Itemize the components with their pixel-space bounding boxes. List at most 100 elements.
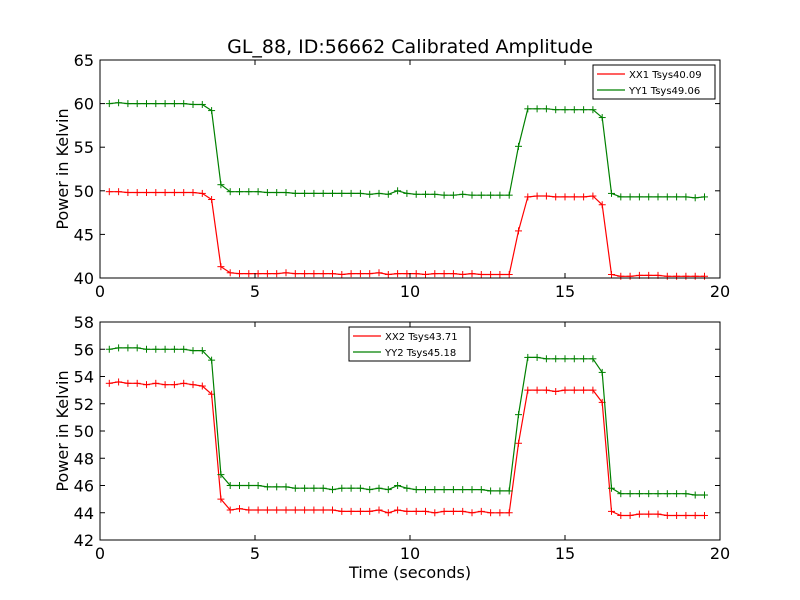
bottom-data-point	[552, 355, 560, 363]
bottom-data-point	[310, 506, 318, 514]
top-data-point	[422, 271, 429, 279]
top-data-point	[347, 189, 355, 197]
top-data-point	[552, 193, 560, 201]
top-data-point	[384, 190, 392, 198]
bottom-series-line-1	[109, 347, 705, 496]
top-data-point	[440, 191, 448, 199]
bottom-data-point	[170, 381, 178, 389]
bottom-data-point	[217, 495, 225, 503]
top-data-point	[124, 100, 132, 108]
top-data-point	[412, 190, 420, 198]
top-data-point	[180, 189, 188, 197]
top-data-point	[542, 192, 550, 200]
top-data-point	[431, 270, 439, 278]
bottom-data-point	[273, 506, 281, 514]
top-chart-axes: 0 5 10 15 20 40 45 50 55 60 65	[74, 51, 731, 301]
top-data-point	[124, 189, 132, 197]
bottom-data-point	[356, 507, 364, 515]
bottom-data-point	[245, 506, 253, 514]
bottom-data-point	[161, 345, 169, 353]
bottom-data-point	[645, 490, 653, 498]
bottom-data-point	[626, 490, 634, 498]
bottom-data-point	[152, 345, 160, 353]
bottom-data-point	[505, 487, 513, 495]
top-data-point	[236, 270, 243, 278]
bottom-data-point	[403, 484, 411, 492]
bottom-data-point	[487, 509, 495, 517]
top-data-point	[310, 270, 318, 278]
bottom-legend-label-yy2: YY2 Tsys45.18	[384, 348, 456, 359]
bottom-data-point	[161, 381, 169, 389]
bottom-data-point	[617, 511, 625, 519]
top-data-point	[449, 191, 457, 199]
top-data-point	[589, 106, 597, 114]
bottom-data-point	[301, 506, 309, 514]
bottom-data-point	[449, 486, 457, 494]
top-data-point	[273, 270, 281, 278]
top-data-point	[198, 189, 206, 197]
top-data-point	[366, 270, 374, 278]
top-data-point	[319, 270, 327, 278]
top-y-axis-label: Power in Kelvin	[53, 108, 72, 229]
bottom-data-point	[375, 484, 383, 492]
bottom-x-tick-label: 20	[710, 544, 730, 563]
bottom-data-point	[617, 490, 625, 498]
bottom-data-point	[254, 506, 262, 514]
top-legend-label-xx1: XX1 Tsys40.09	[629, 70, 702, 81]
bottom-data-point	[170, 345, 178, 353]
bottom-data-point	[375, 506, 383, 514]
bottom-data-point	[198, 382, 206, 390]
bottom-data-point	[682, 511, 690, 519]
top-data-point	[645, 193, 653, 201]
top-data-point	[561, 106, 569, 114]
top-y-tick-label: 65	[74, 51, 94, 70]
bottom-data-point	[180, 379, 188, 387]
top-data-point	[487, 191, 495, 199]
bottom-data-point	[515, 439, 522, 447]
bottom-legend-box	[348, 326, 471, 362]
bottom-data-point	[533, 386, 541, 394]
top-data-point	[682, 193, 690, 201]
bottom-data-point	[570, 386, 578, 394]
top-data-point	[691, 272, 699, 280]
bottom-data-point	[487, 487, 495, 495]
bottom-data-point	[384, 486, 392, 494]
bottom-data-point	[654, 490, 662, 498]
top-data-point	[459, 190, 467, 198]
bottom-data-point	[515, 411, 522, 419]
top-data-point	[422, 190, 429, 198]
bottom-data-point	[124, 344, 132, 352]
bottom-chart-axes: 0 5 10 15 20 42 44 46 48 50 52 54 56 58	[74, 313, 731, 563]
bottom-data-point	[422, 486, 429, 494]
bottom-chart-marks	[105, 344, 708, 519]
top-data-point	[217, 181, 225, 189]
bottom-data-point	[226, 506, 234, 514]
top-chart-marks	[105, 99, 708, 280]
top-data-point	[691, 194, 699, 202]
top-data-point	[589, 192, 597, 200]
bottom-chart: 0 5 10 15 20 42 44 46 48 50 52 54 56 58 Power in Kelv…	[53, 313, 730, 582]
top-data-point	[291, 270, 299, 278]
top-data-point	[580, 106, 588, 114]
bottom-data-point	[505, 509, 513, 517]
top-data-point	[403, 189, 411, 197]
top-data-point	[236, 188, 243, 196]
bottom-data-point	[673, 490, 681, 498]
top-data-point	[673, 193, 681, 201]
bottom-data-point	[133, 344, 141, 352]
top-data-point	[170, 100, 178, 108]
top-y-tick-label: 55	[74, 138, 94, 157]
top-data-point	[626, 272, 634, 280]
bottom-series-line-0	[109, 381, 705, 517]
bottom-x-tick-label: 10	[400, 544, 420, 563]
top-data-point	[329, 189, 336, 197]
bottom-data-point	[394, 482, 402, 489]
bottom-data-point	[366, 507, 374, 515]
top-data-point	[189, 100, 197, 108]
top-data-point	[282, 189, 290, 197]
bottom-data-point	[124, 379, 132, 387]
top-x-tick-label: 10	[400, 282, 420, 301]
bottom-data-point	[440, 486, 448, 494]
top-y-tick-label: 50	[74, 182, 94, 201]
